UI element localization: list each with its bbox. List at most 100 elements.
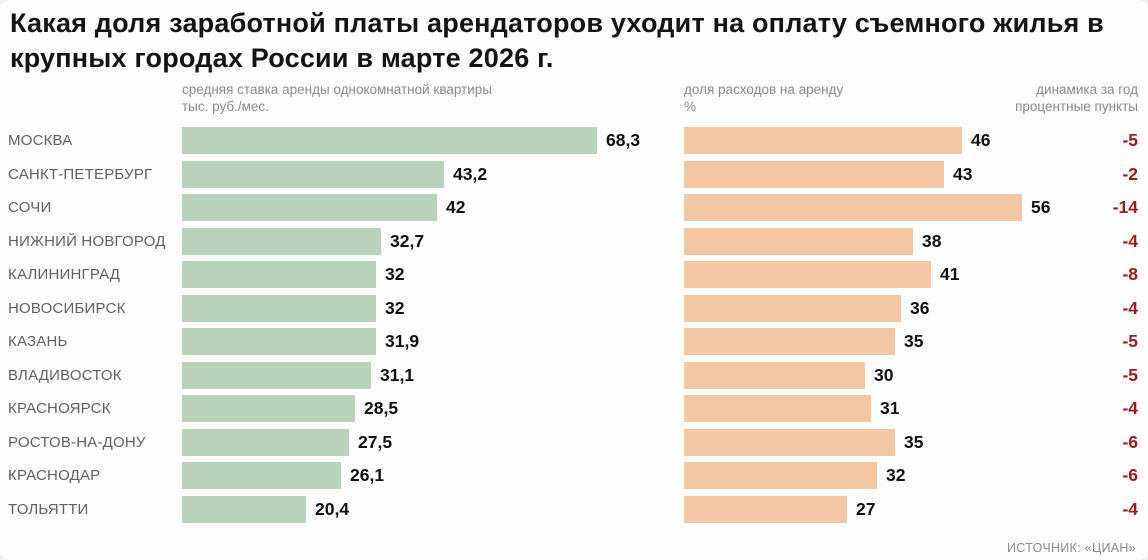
share-bar-cell: 35 — [684, 325, 1084, 359]
dynamics-value: -4 — [1122, 498, 1138, 519]
rent-value: 32 — [385, 264, 405, 285]
dynamics-value: -5 — [1122, 331, 1138, 352]
share-value: 35 — [904, 331, 924, 352]
city-label: САНКТ-ПЕТЕРБУРГ — [8, 165, 153, 183]
rent-value: 20,4 — [315, 498, 350, 519]
column-headers: средняя ставка аренды однокомнатной квар… — [0, 82, 1148, 122]
rent-bar — [182, 328, 376, 356]
share-value: 56 — [1031, 197, 1051, 218]
rent-bar-cell: 31,9 — [182, 325, 684, 359]
chart-row: КРАСНОЯРСК 28,5 31 -4 — [0, 392, 1148, 426]
rent-bar-cell: 68,3 — [182, 124, 684, 158]
city-label: МОСКВА — [8, 132, 73, 150]
dynamics-value: -6 — [1122, 431, 1138, 452]
share-bar — [684, 261, 931, 289]
rent-bar-cell: 43,2 — [182, 158, 684, 192]
share-bar — [684, 160, 944, 188]
share-bar — [684, 328, 895, 356]
page-title: Какая доля заработной платы арендаторов … — [10, 8, 1104, 74]
city-label: ТОЛЬЯТТИ — [8, 500, 89, 518]
share-bar-cell: 36 — [684, 292, 1084, 326]
dynamics-column-header-line1: динамика за год — [1036, 82, 1138, 98]
rent-bar-cell: 32,7 — [182, 225, 684, 259]
share-bar-cell: 41 — [684, 258, 1084, 292]
share-column-header: доля расходов на аренду % — [684, 82, 843, 116]
share-bar — [684, 495, 847, 523]
dynamics-value: -2 — [1122, 163, 1138, 184]
city-label: РОСТОВ-НА-ДОНУ — [8, 433, 146, 451]
chart-row: РОСТОВ-НА-ДОНУ 27,5 35 -6 — [0, 426, 1148, 460]
chart-row: МОСКВА 68,3 46 -5 — [0, 124, 1148, 158]
chart-row: ТОЛЬЯТТИ 20,4 27 -4 — [0, 493, 1148, 527]
rent-bar — [182, 361, 371, 389]
source-credit: ИСТОЧНИК: «ЦИАН» — [1007, 541, 1136, 555]
share-bar-cell: 46 — [684, 124, 1084, 158]
share-bar — [684, 227, 913, 255]
chart-row: КАЛИНИНГРАД 32 41 -8 — [0, 258, 1148, 292]
share-bar-cell: 56 — [684, 191, 1084, 225]
dynamics-value: -6 — [1122, 465, 1138, 486]
rent-bar-cell: 31,1 — [182, 359, 684, 393]
rent-bar-cell: 28,5 — [182, 392, 684, 426]
rent-bar — [182, 495, 306, 523]
rent-value: 43,2 — [453, 163, 488, 184]
dynamics-column-header-line2: процентные пункты — [1015, 99, 1138, 115]
share-bar-cell: 38 — [684, 225, 1084, 259]
share-value: 41 — [940, 264, 960, 285]
rent-bar — [182, 428, 349, 456]
share-bar — [684, 194, 1022, 222]
share-bar — [684, 294, 901, 322]
rent-bar-cell: 32 — [182, 258, 684, 292]
rent-value: 32,7 — [390, 230, 425, 251]
share-column-header-line2: % — [684, 99, 697, 115]
share-bar-cell: 32 — [684, 459, 1084, 493]
chart-row: КРАСНОДАР 26,1 32 -6 — [0, 459, 1148, 493]
share-bar — [684, 361, 865, 389]
share-value: 30 — [874, 364, 894, 385]
city-label: НОВОСИБИРСК — [8, 299, 126, 317]
city-label: ВЛАДИВОСТОК — [8, 366, 122, 384]
rent-bar-cell: 27,5 — [182, 426, 684, 460]
city-label: НИЖНИЙ НОВГОРОД — [8, 232, 166, 250]
rent-bar — [182, 194, 437, 222]
rent-bar — [182, 294, 376, 322]
dynamics-value: -4 — [1122, 230, 1138, 251]
rent-bar-cell: 20,4 — [182, 493, 684, 527]
rent-bar — [182, 227, 381, 255]
city-label: СОЧИ — [8, 199, 52, 217]
city-label: КРАСНОДАР — [8, 467, 101, 485]
rent-value: 32 — [385, 297, 405, 318]
dynamics-value: -8 — [1122, 264, 1138, 285]
dynamics-column-header: динамика за год процентные пункты — [1015, 82, 1138, 116]
share-bar-cell: 31 — [684, 392, 1084, 426]
share-bar-cell: 43 — [684, 158, 1084, 192]
rent-bar — [182, 127, 597, 155]
rent-value: 28,5 — [364, 398, 399, 419]
rent-column-header-line2: тыс. руб./мес. — [182, 99, 269, 115]
rent-bar — [182, 395, 355, 423]
share-column-header-line1: доля расходов на аренду — [684, 82, 844, 98]
rent-column-header: средняя ставка аренды однокомнатной квар… — [182, 82, 492, 116]
rent-bar — [182, 160, 444, 188]
share-bar — [684, 462, 877, 490]
share-bar — [684, 395, 871, 423]
chart-row: САНКТ-ПЕТЕРБУРГ 43,2 43 -2 — [0, 158, 1148, 192]
share-value: 36 — [910, 297, 930, 318]
city-label: КРАСНОЯРСК — [8, 400, 111, 418]
dynamics-value: -5 — [1122, 130, 1138, 151]
chart-row: СОЧИ 42 56 -14 — [0, 191, 1148, 225]
share-bar-cell: 30 — [684, 359, 1084, 393]
rent-bar-cell: 42 — [182, 191, 684, 225]
chart-row: КАЗАНЬ 31,9 35 -5 — [0, 325, 1148, 359]
dynamics-value: -14 — [1112, 197, 1138, 218]
share-value: 31 — [880, 398, 900, 419]
rent-value: 31,1 — [380, 364, 415, 385]
rent-bar — [182, 462, 341, 490]
rent-bar — [182, 261, 376, 289]
rent-column-header-line1: средняя ставка аренды однокомнатной квар… — [182, 82, 492, 98]
chart-row: НИЖНИЙ НОВГОРОД 32,7 38 -4 — [0, 225, 1148, 259]
chart-row: ВЛАДИВОСТОК 31,1 30 -5 — [0, 359, 1148, 393]
share-bar — [684, 428, 895, 456]
rent-value: 27,5 — [358, 431, 393, 452]
